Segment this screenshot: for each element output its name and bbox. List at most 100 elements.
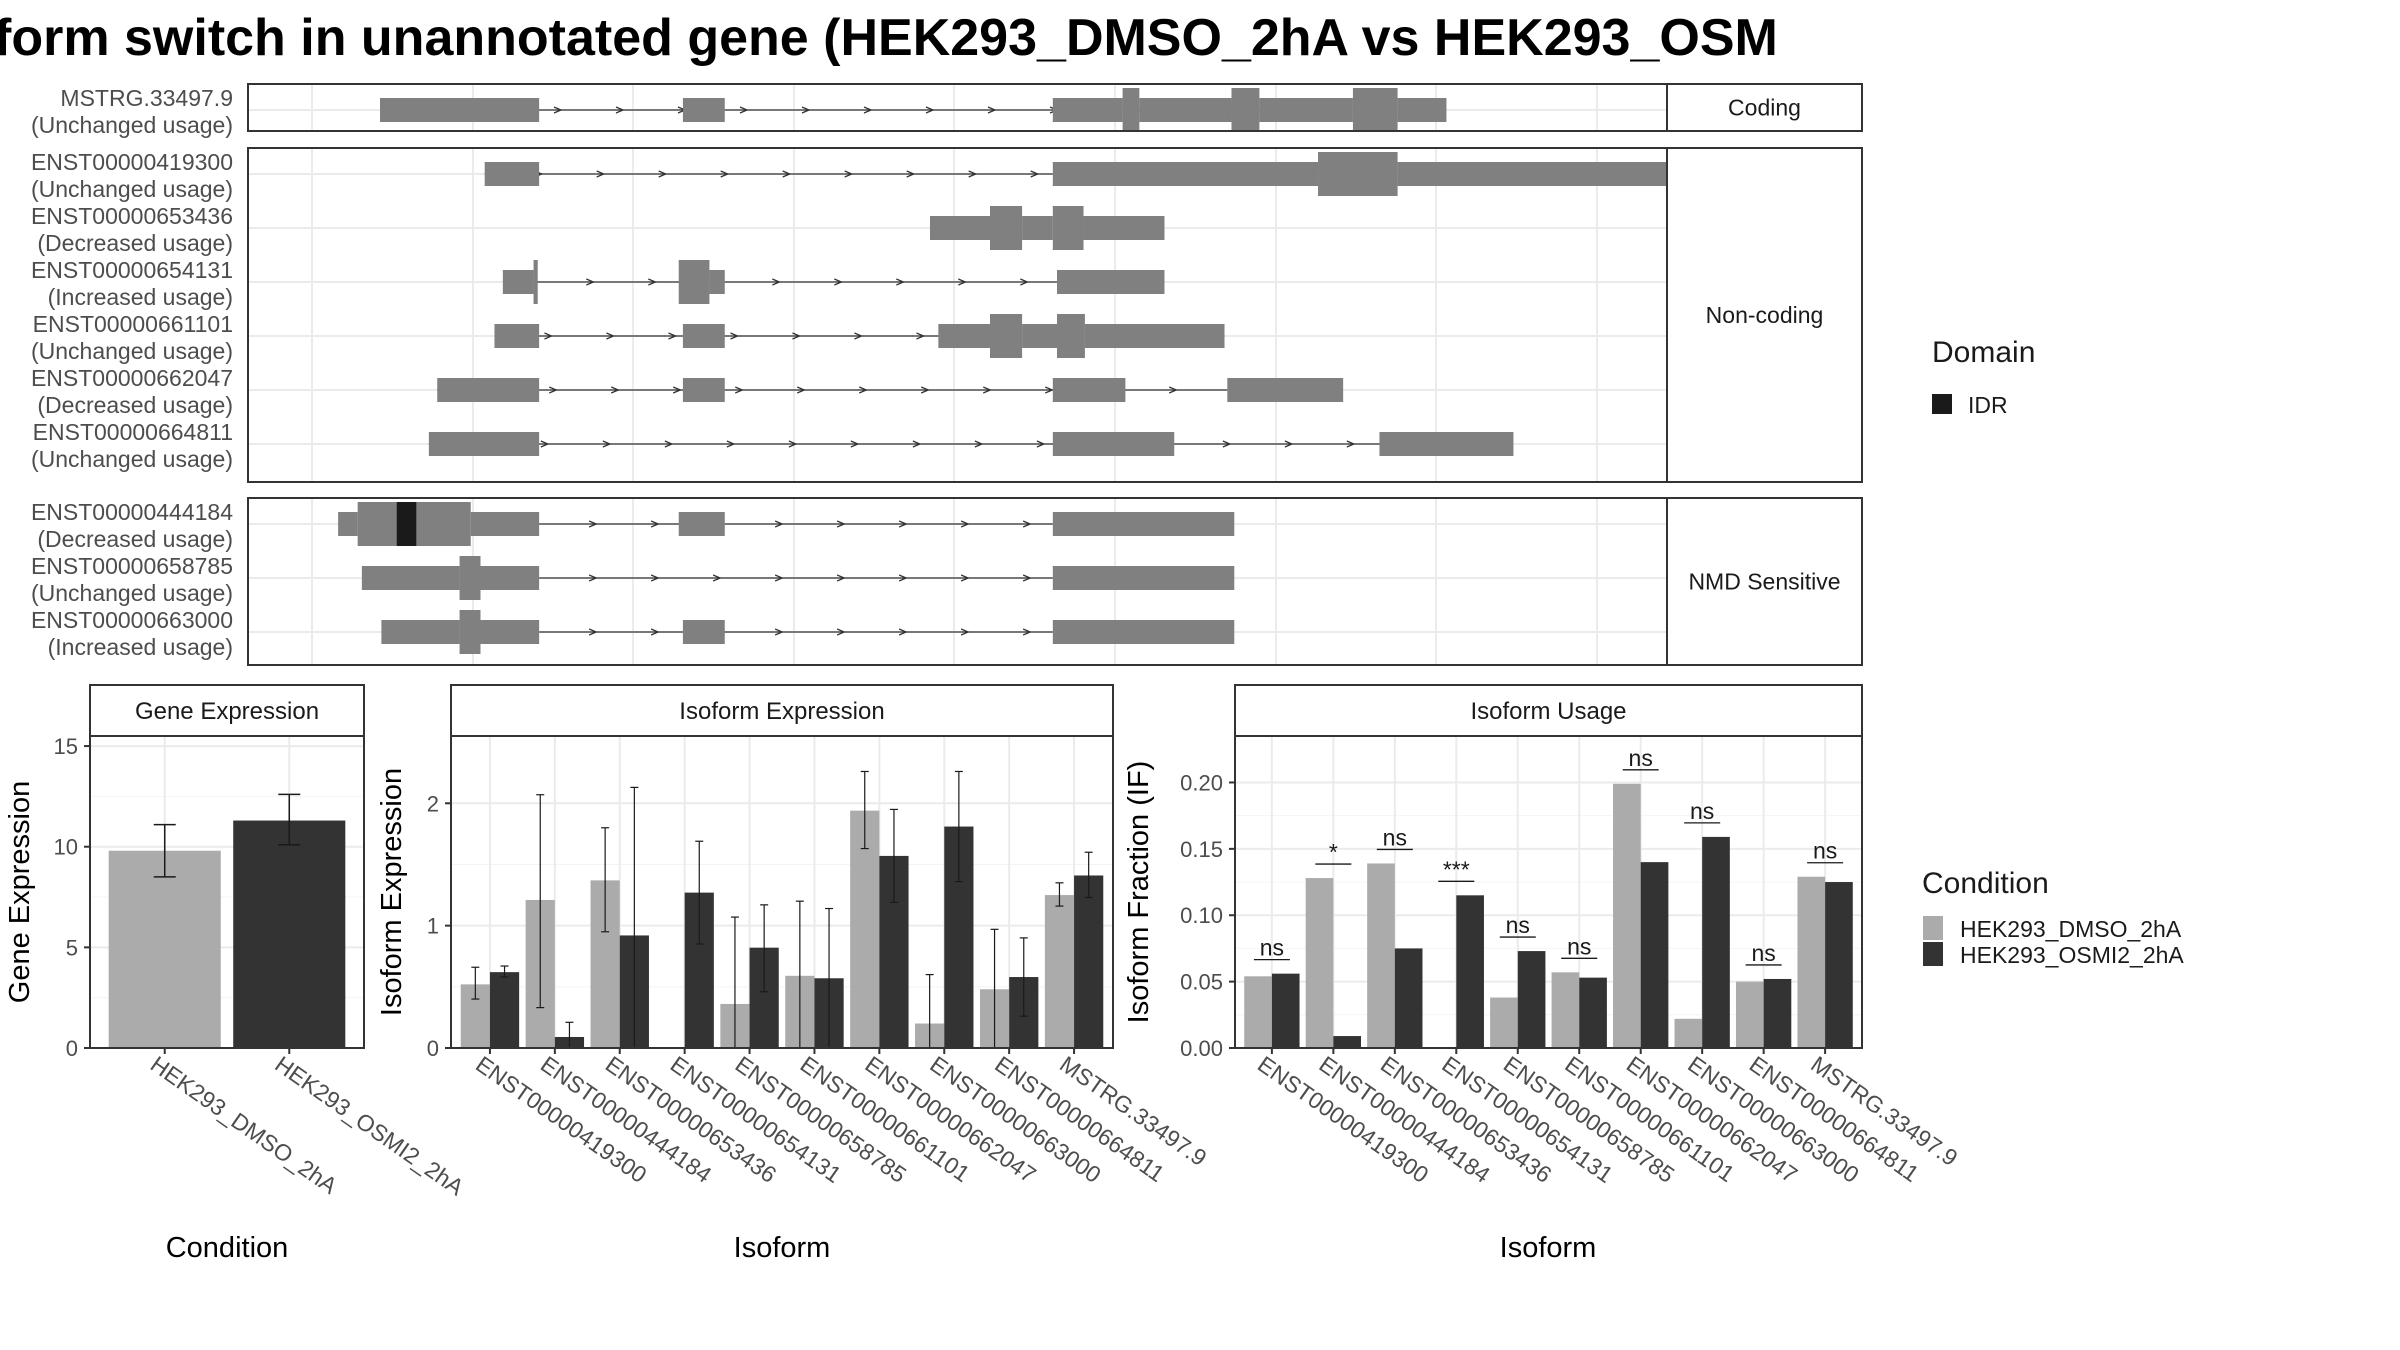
direction-arrow	[858, 386, 868, 394]
transcript-row: MSTRG.33497.9(Unchanged usage)	[31, 85, 1667, 138]
utr-exon	[428, 432, 540, 456]
bar	[850, 810, 880, 1048]
direction-arrow	[540, 440, 550, 448]
cds-exon	[1122, 88, 1140, 132]
y-tick-label: 2	[427, 791, 439, 816]
strip-label: Non-coding	[1706, 302, 1824, 328]
bar	[1271, 973, 1300, 1048]
direction-arrow	[1036, 440, 1046, 448]
utr-exon	[682, 98, 725, 122]
y-tick-label: 1	[427, 914, 439, 939]
direction-arrow	[544, 332, 554, 340]
direction-arrow	[834, 278, 843, 286]
utr-exon	[1397, 98, 1447, 122]
direction-arrow	[650, 574, 660, 582]
direction-arrow	[782, 170, 792, 178]
direction-arrow	[836, 520, 846, 528]
structure-panel-coding: MSTRG.33497.9(Unchanged usage) Coding	[31, 83, 1863, 138]
utr-exon	[1052, 432, 1175, 456]
utr-exon	[1052, 620, 1235, 644]
bar	[1074, 875, 1104, 1048]
direction-arrow	[1020, 278, 1029, 286]
legend-label-osmi: HEK293_OSMI2_2hA	[1960, 942, 2184, 968]
direction-arrow	[650, 520, 660, 528]
direction-arrow	[588, 574, 598, 582]
utr-exon	[682, 378, 725, 402]
utr-exon	[494, 324, 540, 348]
direction-arrow	[1284, 440, 1294, 448]
direction-arrow	[615, 106, 625, 114]
direction-arrow	[774, 520, 784, 528]
legend-key-dmso	[1923, 916, 1943, 940]
bar	[1044, 895, 1075, 1048]
bar	[1490, 997, 1518, 1048]
structure-panel-non-coding: ENST00000419300(Unchanged usage)ENST0000…	[31, 147, 1863, 483]
direction-arrow	[863, 106, 873, 114]
panel-strip	[89, 684, 365, 737]
y-tick-label: 15	[54, 734, 78, 759]
legend-label-dmso: HEK293_DMSO_2hA	[1960, 916, 2182, 942]
bar	[1305, 878, 1334, 1048]
utr-exon	[470, 512, 540, 536]
cds-exon	[678, 260, 710, 304]
y-tick-label: 0.15	[1180, 837, 1223, 862]
legend-label-idr: IDR	[1968, 392, 2008, 418]
direction-arrow	[586, 278, 595, 286]
transcript-usage-label: (Unchanged usage)	[31, 338, 233, 364]
direction-arrow	[720, 170, 730, 178]
direction-arrow	[960, 628, 970, 636]
significance-label: ns	[1383, 824, 1407, 850]
utr-exon	[380, 98, 540, 122]
legend-key-osmi	[1923, 942, 1943, 966]
transcript-usage-label: (Decreased usage)	[37, 230, 233, 256]
utr-exon	[1022, 324, 1058, 348]
plot-border	[1234, 735, 1863, 1049]
significance-label: ns	[1567, 933, 1591, 959]
transcript-row: ENST00000444184(Decreased usage)	[31, 499, 1667, 552]
figure-title: form switch in unannotated gene (HEK293_…	[0, 9, 1778, 67]
strip	[1666, 147, 1863, 483]
transcript-id-label: ENST00000661101	[33, 311, 233, 337]
y-tick-label: 0	[66, 1036, 78, 1061]
transcript-row: ENST00000663000(Increased usage)	[31, 607, 1667, 660]
utr-exon	[1052, 512, 1235, 536]
bar	[1333, 1036, 1362, 1048]
direction-arrow	[548, 386, 558, 394]
panel-strip-label: Gene Expression	[135, 698, 319, 725]
cds-exon	[1052, 206, 1084, 250]
utr-exon	[484, 162, 540, 186]
transcript-id-label: ENST00000419300	[31, 149, 233, 175]
direction-arrow	[1022, 574, 1032, 582]
direction-arrow	[898, 520, 908, 528]
utr-exon	[1022, 216, 1053, 240]
bar	[1702, 836, 1730, 1048]
utr-exon	[1052, 162, 1319, 186]
direction-arrow	[739, 106, 749, 114]
direction-arrow	[844, 170, 854, 178]
direction-arrow	[726, 440, 736, 448]
transcript-id-label: ENST00000663000	[31, 607, 233, 633]
significance-label: ns	[1506, 912, 1530, 938]
y-tick-label: 5	[66, 935, 78, 960]
bar	[1244, 976, 1272, 1048]
bar	[1825, 882, 1853, 1048]
transcript-id-label: ENST00000664811	[33, 419, 233, 445]
direction-arrow	[774, 628, 784, 636]
transcript-usage-label: (Increased usage)	[48, 634, 233, 660]
direction-arrow	[588, 628, 598, 636]
bar	[1517, 951, 1546, 1048]
direction-arrow	[664, 440, 674, 448]
legend-key-idr	[1932, 394, 1952, 414]
strip-label: NMD Sensitive	[1688, 569, 1840, 595]
direction-arrow	[1044, 386, 1054, 394]
utr-exon	[338, 512, 358, 536]
transcript-structure-panels: MSTRG.33497.9(Unchanged usage)Coding ENST…	[31, 83, 1863, 666]
bar	[489, 972, 520, 1048]
utr-exon	[682, 324, 725, 348]
transcript-row: ENST00000419300(Unchanged usage)	[31, 149, 1667, 202]
direction-arrow	[1168, 386, 1178, 394]
direction-arrow	[920, 386, 930, 394]
direction-arrow	[898, 628, 908, 636]
utr-exon	[1052, 566, 1235, 590]
direction-arrow	[650, 628, 660, 636]
